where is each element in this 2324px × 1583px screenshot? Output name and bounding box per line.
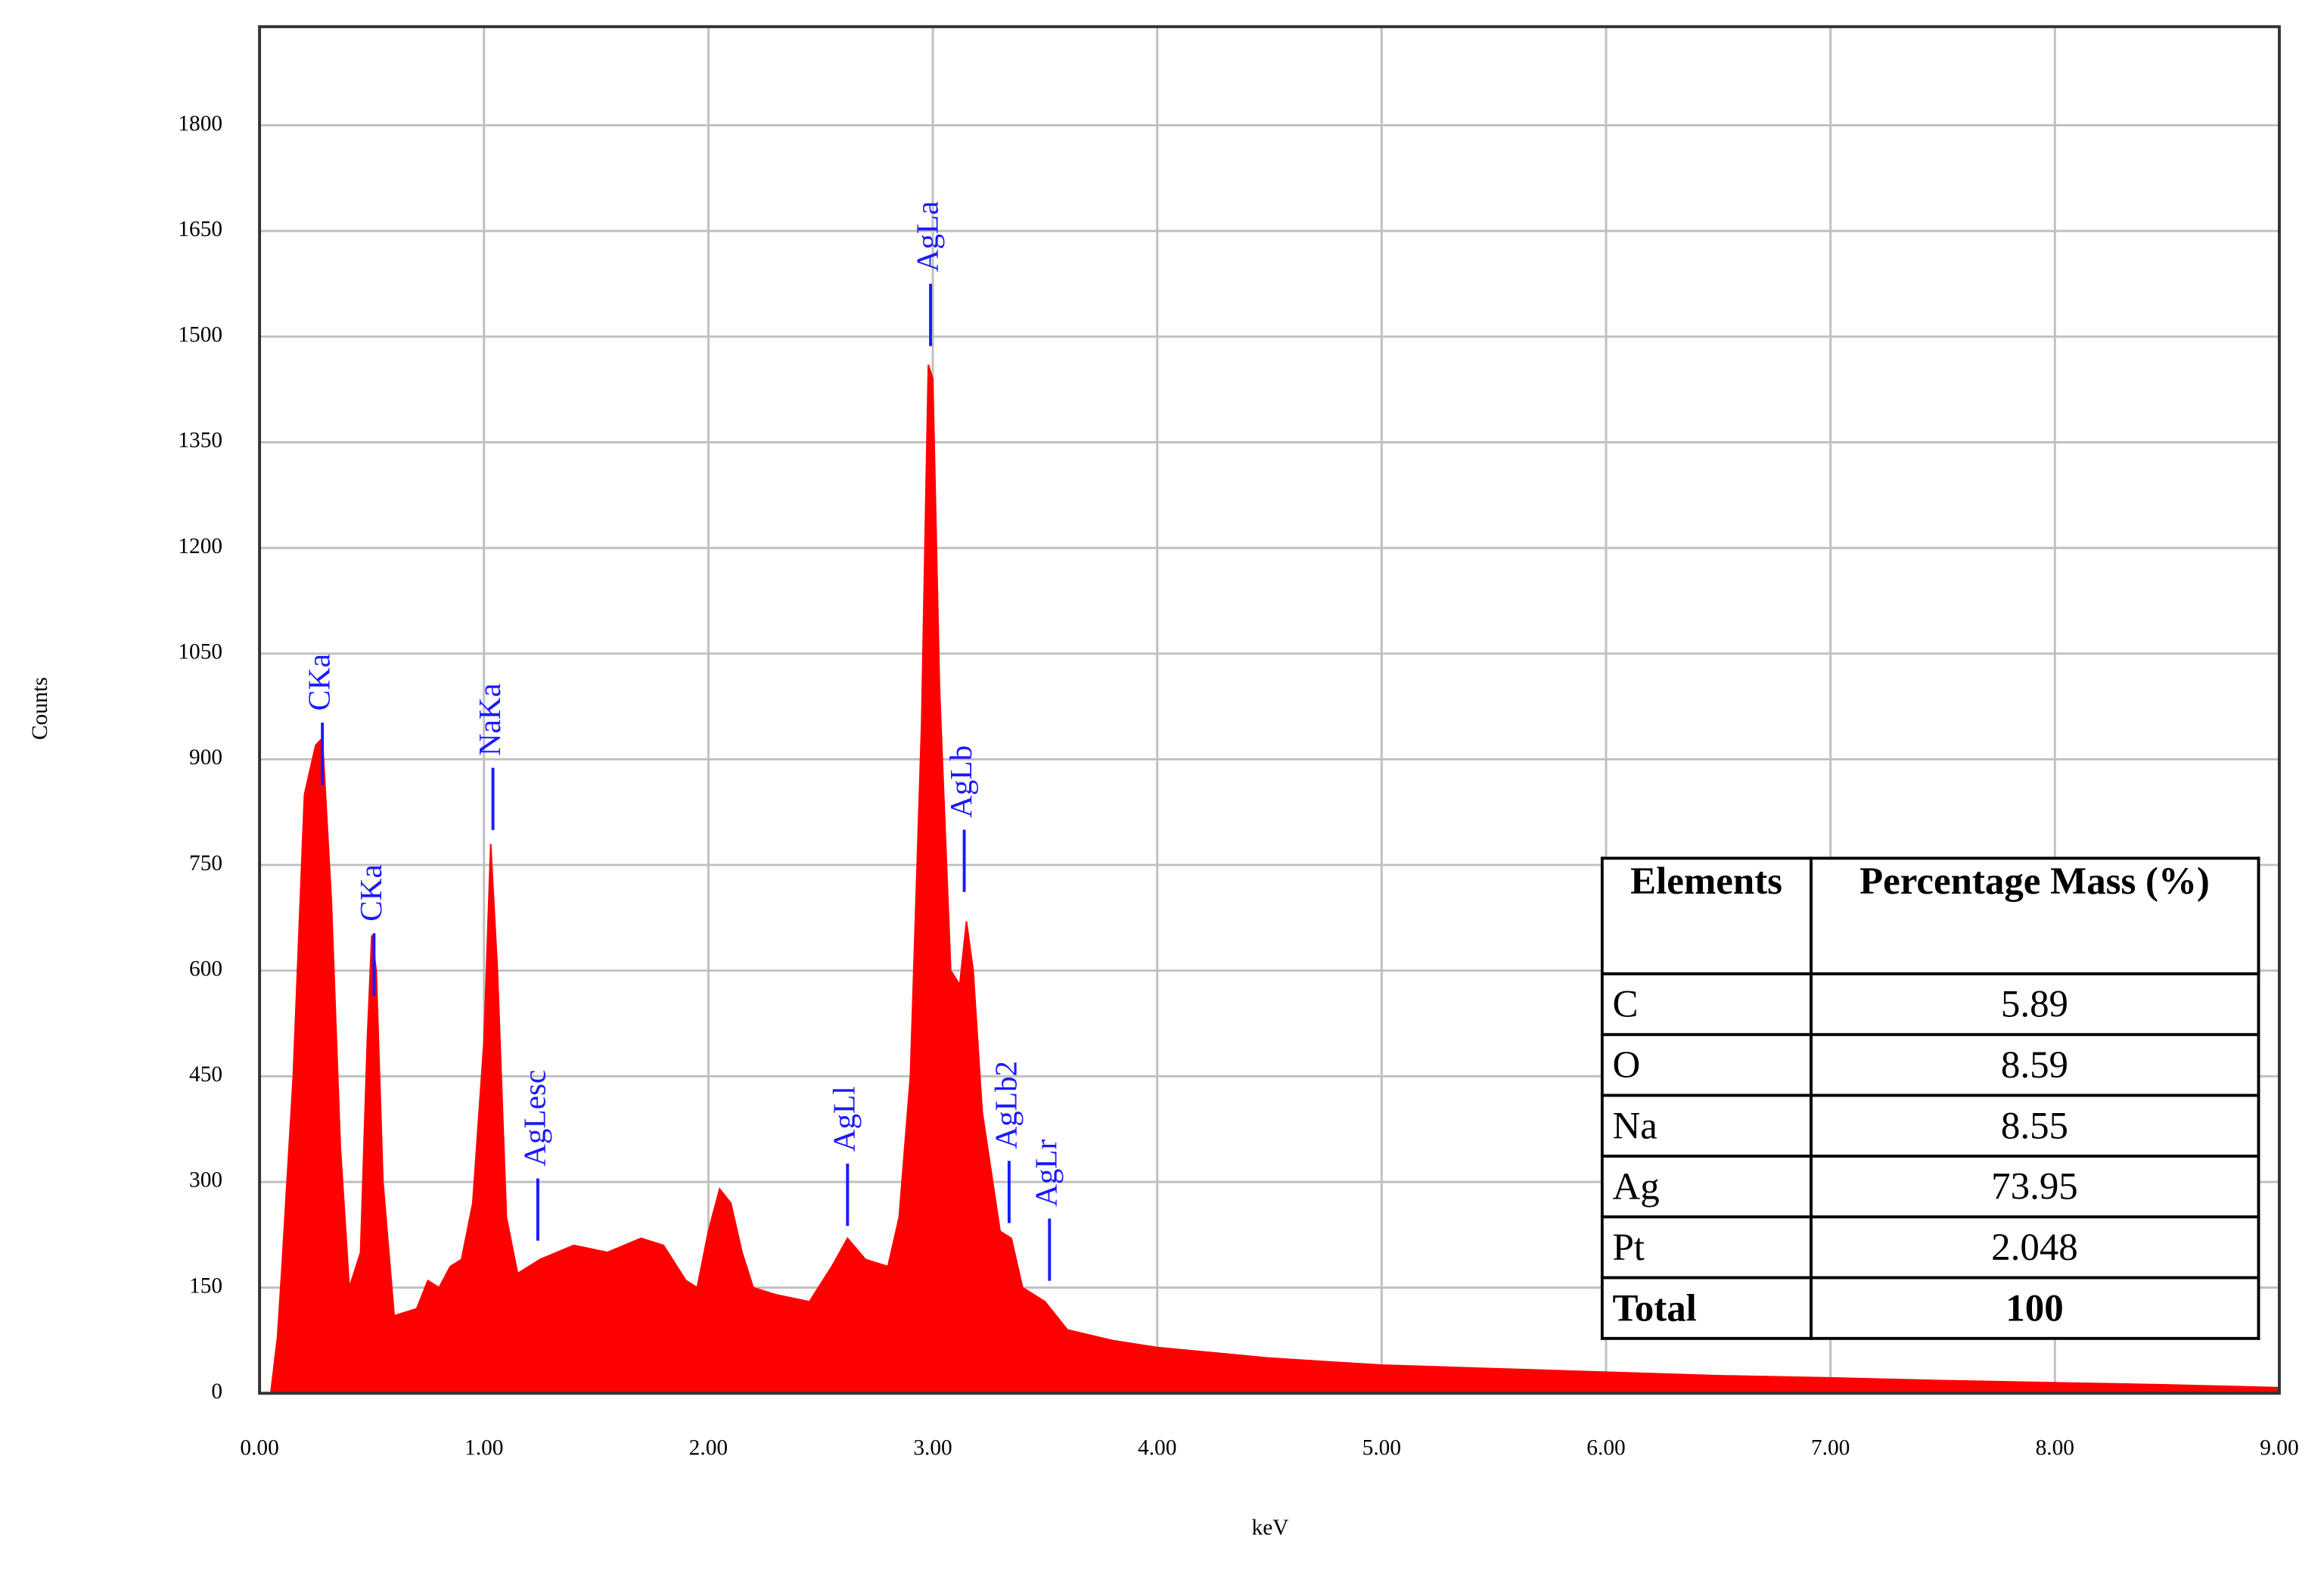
x-tick-label: 3.00 [913,1435,952,1460]
table-row: Na8.55 [1602,1096,2259,1156]
peak-label: CKa [302,654,337,711]
mass-cell: 100 [1810,1277,2258,1338]
peak-label: AgLa [910,201,945,272]
peak-label: AgLesc [517,1070,551,1167]
x-tick-label: 9.00 [2260,1435,2298,1460]
x-tick-label: 6.00 [1586,1435,1625,1460]
peak-label: AgLl [827,1086,862,1152]
x-tick-label: 2.00 [689,1435,728,1460]
element-cell: Pt [1602,1217,1811,1277]
peak-label: AgLb2 [988,1061,1023,1149]
element-cell: O [1602,1034,1811,1095]
peak-label: AgLr [1029,1139,1064,1206]
table-row: Pt2.048 [1602,1217,2259,1277]
table-container: ElementsPercentage Mass (%) C5.89 O8.59 … [1601,857,2267,1345]
y-axis-title: Counts [28,677,52,740]
element-cell: C [1602,974,1811,1034]
y-tick-label: 1800 [178,111,222,135]
composition-table: ElementsPercentage Mass (%) C5.89 O8.59 … [1601,857,2260,1340]
mass-cell: 5.89 [1810,974,2258,1034]
table-header: ElementsPercentage Mass (%) [1602,858,2259,974]
y-tick-label: 1650 [178,217,222,241]
mass-cell: 2.048 [1810,1217,2258,1277]
element-cell: Ag [1602,1156,1811,1217]
y-tick-label: 0 [211,1379,222,1404]
table-row: O8.59 [1602,1034,2259,1095]
table-row: Total100 [1602,1277,2259,1338]
header-cell: Elements [1602,858,1811,974]
x-tick-label: 0.00 [240,1435,278,1460]
peak-label: CKa [353,864,388,921]
header-cell: Percentage Mass (%) [1810,858,2258,974]
y-tick-label: 300 [189,1168,222,1193]
mass-cell: 8.55 [1810,1096,2258,1156]
x-tick-label: 7.00 [1811,1435,1850,1460]
peak-label: NaKa [472,683,507,756]
x-axis-title: keV [1252,1516,1289,1540]
element-cell: Total [1602,1277,1811,1338]
element-cell: Na [1602,1096,1811,1156]
table-row: C5.89 [1602,974,2259,1034]
y-tick-label: 1200 [178,534,222,558]
mass-cell: 73.95 [1810,1156,2258,1217]
x-tick-label: 1.00 [464,1435,503,1460]
x-tick-label: 8.00 [2036,1435,2074,1460]
y-tick-label: 600 [189,956,222,981]
y-tick-label: 1350 [178,428,222,453]
y-tick-label: 450 [189,1062,222,1087]
x-tick-label: 5.00 [1362,1435,1401,1460]
peak-label: AgLb [943,745,978,818]
y-tick-label: 1050 [178,640,222,664]
y-tick-label: 900 [189,745,222,770]
y-tick-label: 1500 [178,323,222,347]
mass-cell: 8.59 [1810,1034,2258,1095]
y-tick-label: 150 [189,1274,222,1298]
table-row: Ag73.95 [1602,1156,2259,1217]
x-tick-label: 4.00 [1138,1435,1176,1460]
y-tick-label: 750 [189,851,222,875]
